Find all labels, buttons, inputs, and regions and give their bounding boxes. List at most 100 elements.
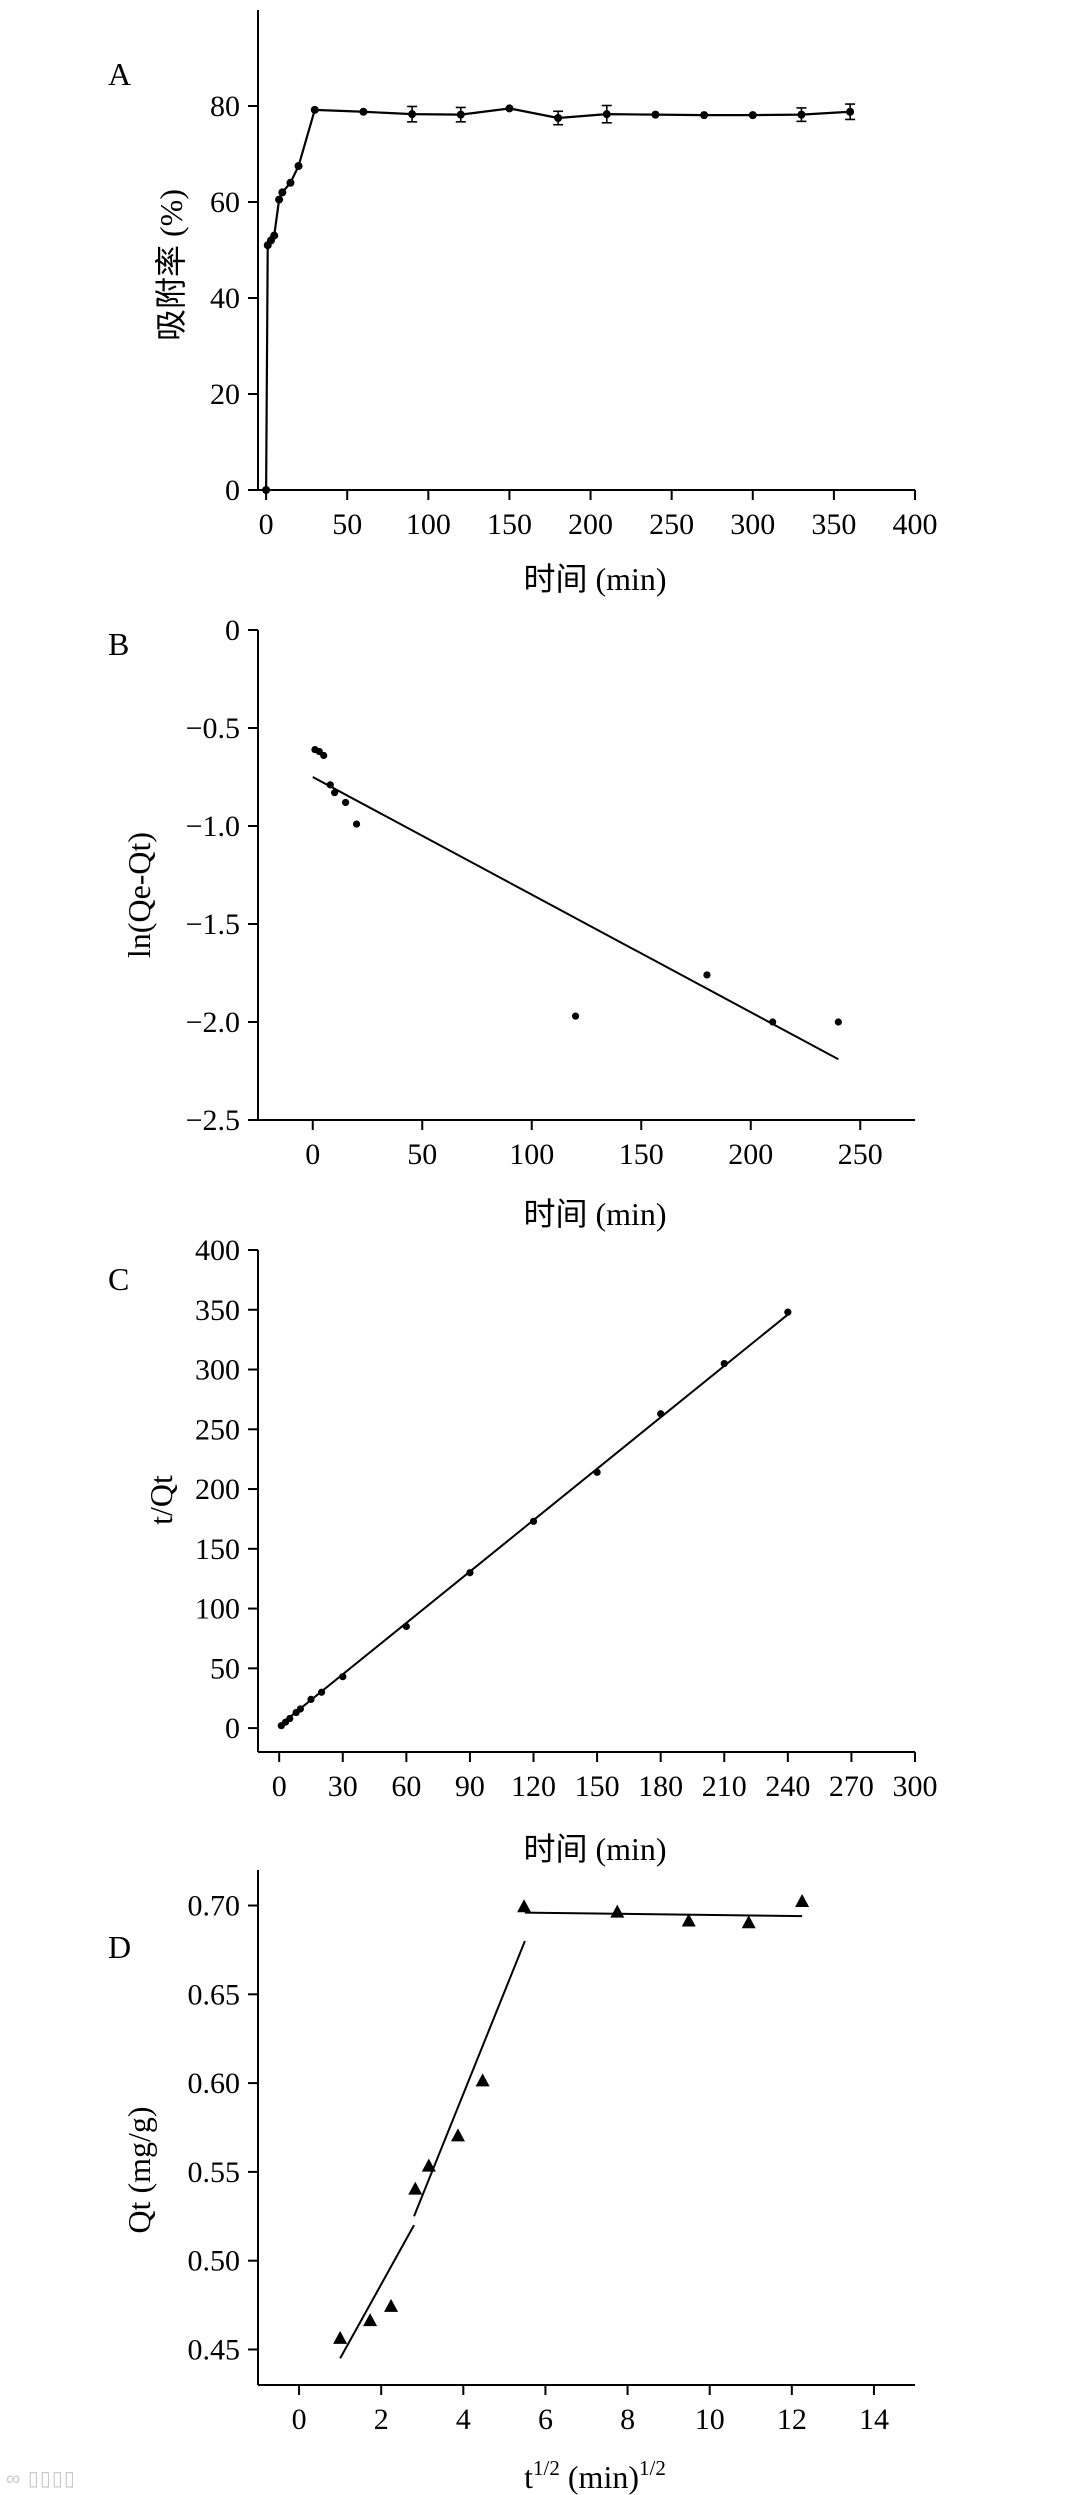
panel-c: C t/Qt 时间 (min) <box>108 1261 667 1867</box>
x-tick-label: 200 <box>568 508 613 541</box>
data-point <box>317 1688 326 1696</box>
panel-c-letter: C <box>108 1261 129 1297</box>
y-tick-label: 50 <box>210 1652 240 1685</box>
data-point <box>286 178 295 187</box>
panel-d-x-title-mid: (min) <box>560 2459 639 2495</box>
fit-line <box>312 776 839 1061</box>
x-tick-label: 150 <box>487 508 532 541</box>
y-tick-label: 0.65 <box>188 1978 241 2011</box>
y-tick-label: 80 <box>210 90 240 123</box>
x-tick-label: 150 <box>619 1138 664 1171</box>
data-point <box>408 110 417 119</box>
data-point <box>331 789 339 797</box>
x-tick-label: 150 <box>575 1770 620 1803</box>
y-tick-label: −2.5 <box>186 1104 240 1137</box>
x-tick-label: 120 <box>511 1770 556 1803</box>
x-tick-label: 180 <box>638 1770 683 1803</box>
data-point <box>846 107 855 116</box>
fit-line <box>524 1911 803 1918</box>
y-tick-label: 0.50 <box>188 2245 241 2278</box>
data-point <box>352 820 361 828</box>
x-tick-label: 8 <box>620 2403 635 2436</box>
data-point <box>505 104 514 113</box>
x-tick-label: 30 <box>328 1770 358 1803</box>
fit-line <box>339 2224 415 2359</box>
data-point <box>784 1308 792 1316</box>
data-point <box>571 1012 580 1020</box>
panel-b-y-axis-title: ln(Qe-Qt) <box>121 832 157 958</box>
x-tick-label: 300 <box>893 1770 938 1803</box>
panel-a-y-axis-title: 吸附率 (%) <box>153 189 189 341</box>
x-tick-label: 250 <box>649 508 694 541</box>
data-point <box>363 2313 378 2327</box>
x-tick-label: 100 <box>509 1138 554 1171</box>
y-tick-label: 0 <box>225 474 240 507</box>
x-tick-label: 250 <box>838 1138 883 1171</box>
series-line <box>265 107 851 491</box>
y-tick-label: −1.0 <box>186 810 240 843</box>
y-tick-label: 0.70 <box>188 1890 241 1923</box>
plot-b: 0 50 100 150 200 250 0 −0.5 −1.0 −1.5 −2.0 −2.5 <box>186 614 915 1171</box>
data-point <box>797 110 806 119</box>
data-point <box>339 1673 347 1681</box>
y-tick-label: 300 <box>195 1354 240 1387</box>
x-tick-label: 200 <box>728 1138 773 1171</box>
x-tick-label: 0 <box>305 1138 320 1171</box>
data-point <box>262 486 271 494</box>
data-point <box>529 1517 538 1525</box>
data-point <box>270 231 279 240</box>
x-tick-label: 90 <box>455 1770 485 1803</box>
fit-line <box>413 1940 526 2217</box>
x-tick-label: 60 <box>391 1770 421 1803</box>
data-point <box>359 107 368 116</box>
x-tick-label: 270 <box>829 1770 874 1803</box>
data-point <box>286 1714 294 1723</box>
data-point <box>593 1468 601 1476</box>
y-tick-label: 100 <box>195 1593 240 1626</box>
x-tick-label: 2 <box>374 2403 389 2436</box>
data-point <box>475 2073 490 2087</box>
panel-d-x-title-sup2: 1/2 <box>639 2456 666 2480</box>
y-tick-label: 150 <box>195 1533 240 1566</box>
panel-d: D Qt (mg/g) t1/2 (min)1/2 <box>108 1929 666 2495</box>
data-point <box>517 1899 532 1913</box>
data-point <box>466 1569 474 1577</box>
x-tick-label: 350 <box>811 508 856 541</box>
x-tick-label: 240 <box>765 1770 810 1803</box>
watermark: ∞ ▯▯▯▯ <box>6 2468 76 2490</box>
y-tick-label: 200 <box>195 1473 240 1506</box>
data-point <box>307 1695 315 1704</box>
y-tick-label: 0.60 <box>188 2067 241 2100</box>
data-point <box>795 1893 810 1907</box>
data-point <box>769 1018 777 1026</box>
data-point <box>384 2298 399 2312</box>
x-tick-label: 4 <box>456 2403 471 2436</box>
panel-d-x-title-sup1: 1/2 <box>533 2456 560 2480</box>
data-point <box>294 162 303 170</box>
panel-d-x-title-main: t <box>524 2459 533 2495</box>
y-tick-label: 0.55 <box>188 2156 241 2189</box>
data-point <box>554 114 563 122</box>
x-tick-label: 12 <box>777 2403 807 2436</box>
data-point <box>610 1904 625 1918</box>
x-tick-label: 0 <box>292 2403 307 2436</box>
data-point <box>310 105 319 114</box>
data-point <box>402 1622 410 1631</box>
data-point <box>720 1359 728 1368</box>
x-tick-label: 14 <box>859 2403 889 2436</box>
data-point <box>651 110 660 119</box>
data-point <box>326 781 334 789</box>
data-point <box>703 971 711 979</box>
data-point <box>421 2158 436 2172</box>
data-point <box>657 1410 665 1418</box>
y-tick-label: 60 <box>210 186 240 219</box>
x-tick-label: 300 <box>730 508 775 541</box>
x-tick-label: 50 <box>407 1138 437 1171</box>
x-tick-label: 0 <box>259 508 274 541</box>
panel-b: B ln(Qe-Qt) 时间 (min) <box>108 626 667 1232</box>
x-tick-label: 210 <box>702 1770 747 1803</box>
data-point <box>450 2128 465 2142</box>
panel-c-x-axis-title: 时间 (min) <box>523 1831 666 1867</box>
y-tick-label: 350 <box>195 1294 240 1327</box>
